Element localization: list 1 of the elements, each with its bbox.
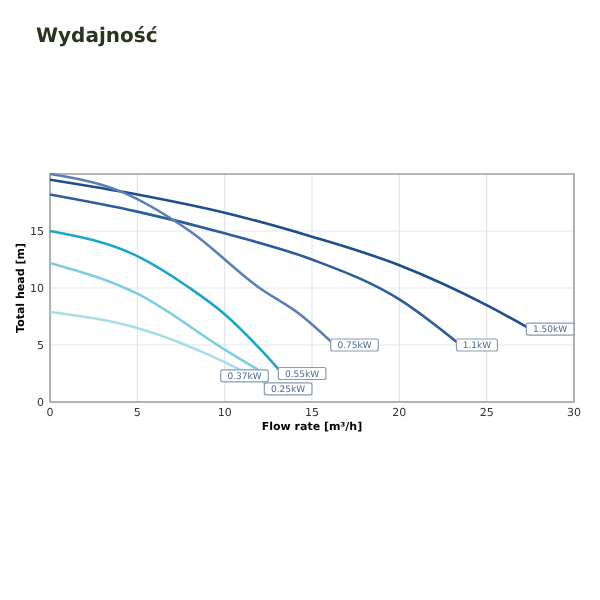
chart-title: Wydajność — [36, 24, 158, 48]
